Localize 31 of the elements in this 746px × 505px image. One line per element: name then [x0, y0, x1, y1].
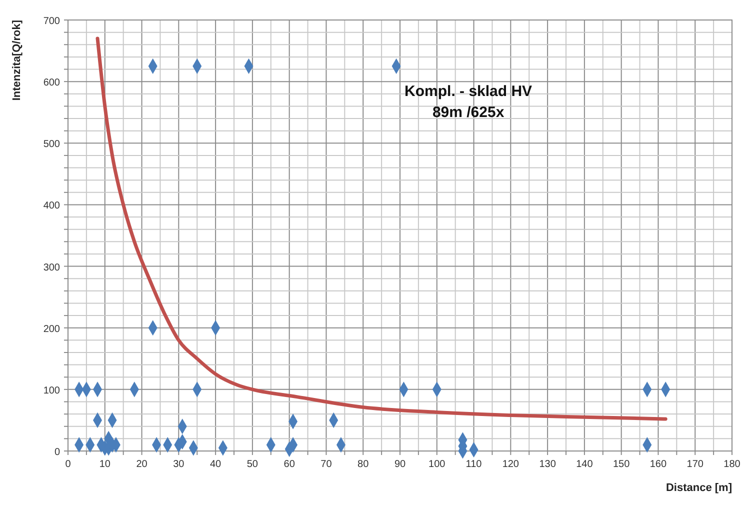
y-tick-label: 100 — [43, 385, 60, 396]
x-tick-label: 80 — [358, 459, 370, 470]
y-axis-title: Intenzita[Q/rok] — [11, 20, 23, 101]
x-tick-label: 180 — [724, 459, 741, 470]
y-tick-label: 600 — [43, 78, 60, 89]
line-series — [96, 36, 668, 421]
x-tick-label: 100 — [428, 459, 446, 470]
x-tick-label: 110 — [466, 459, 482, 470]
y-tick-label: 200 — [43, 324, 60, 335]
x-tick-label: 50 — [246, 459, 258, 470]
x-tick-label: 170 — [686, 459, 704, 470]
y-tick-label: 500 — [43, 139, 60, 150]
y-tick-label: 400 — [43, 200, 60, 212]
x-axis-title: Distance [m] — [666, 482, 732, 494]
annotation: Kompl. - sklad HV 89m /625x — [404, 83, 532, 122]
x-tick-label: 60 — [284, 459, 296, 470]
x-tick-label: 160 — [650, 459, 667, 470]
x-tick-label: 150 — [612, 459, 630, 470]
y-tick-label: 300 — [43, 262, 60, 274]
y-tick-label: 0 — [54, 447, 60, 458]
x-tick-label: 130 — [539, 459, 556, 470]
x-tick-label: 20 — [136, 459, 148, 470]
x-tick-label: 40 — [210, 459, 222, 470]
x-tick-label: 90 — [394, 459, 406, 470]
x-tick-label: 30 — [173, 459, 185, 470]
x-tick-label: 70 — [320, 459, 332, 470]
x-tick-label: 10 — [99, 459, 111, 470]
x-tick-label: 0 — [65, 459, 72, 470]
x-tick-label: 120 — [502, 459, 520, 470]
y-tick-label: 700 — [43, 16, 60, 27]
x-tick-label: 140 — [576, 459, 594, 470]
